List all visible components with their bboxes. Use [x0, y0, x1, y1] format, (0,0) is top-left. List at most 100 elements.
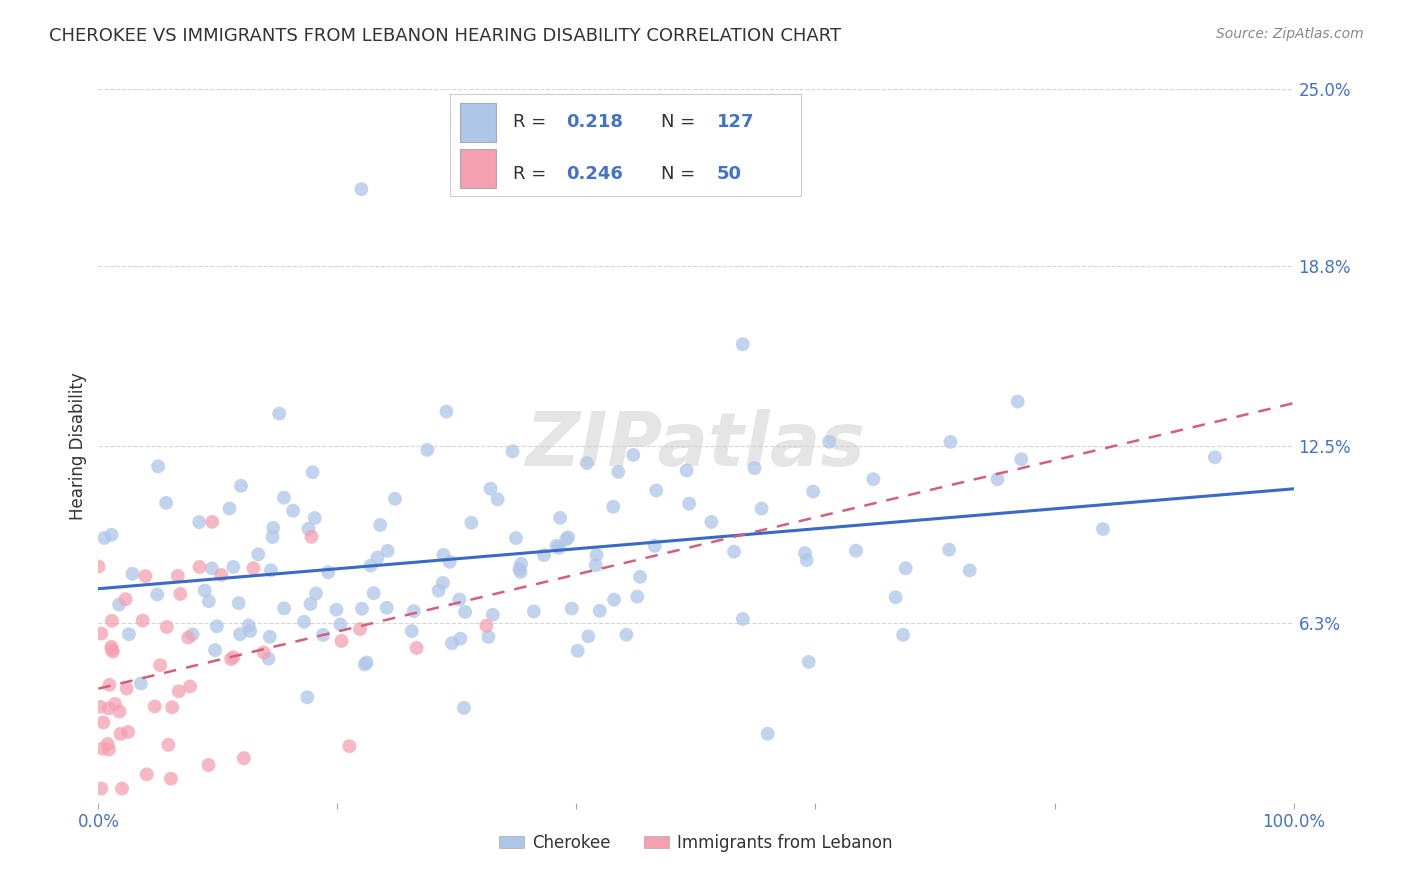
Point: [986, 472, 1008, 486]
Point: [453, 701, 475, 715]
Point: [218, 501, 240, 516]
Text: N =: N =: [661, 113, 695, 131]
Point: [602, 500, 624, 514]
Point: [305, 586, 328, 600]
Point: [134, 569, 156, 583]
Point: [621, 448, 644, 462]
Point: [454, 605, 477, 619]
Legend: Cherokee, Immigrants from Lebanon: Cherokee, Immigrants from Lebanon: [492, 828, 900, 859]
Point: [1007, 394, 1029, 409]
Point: [201, 561, 224, 575]
Point: [209, 568, 232, 582]
Point: [1010, 452, 1032, 467]
Point: [97, 701, 120, 715]
Text: Source: ZipAtlas.com: Source: ZipAtlas.com: [1216, 27, 1364, 41]
Point: [360, 558, 382, 573]
Point: [375, 600, 398, 615]
Point: [449, 592, 471, 607]
Point: [505, 531, 527, 545]
Point: [1204, 450, 1226, 465]
FancyBboxPatch shape: [461, 103, 496, 142]
Point: [143, 699, 166, 714]
Point: [108, 705, 131, 719]
Point: [794, 546, 817, 560]
Text: 127: 127: [717, 113, 755, 131]
Text: CHEROKEE VS IMMIGRANTS FROM LEBANON HEARING DISABILITY CORRELATION CHART: CHEROKEE VS IMMIGRANTS FROM LEBANON HEAR…: [49, 27, 841, 45]
Point: [89, 699, 111, 714]
Point: [301, 465, 323, 479]
Point: [169, 587, 191, 601]
Point: [363, 586, 385, 600]
Point: [281, 504, 304, 518]
Point: [402, 604, 425, 618]
Point: [576, 629, 599, 643]
Point: [939, 434, 962, 449]
Point: [100, 640, 122, 654]
Point: [160, 772, 183, 786]
Point: [1091, 522, 1114, 536]
Point: [644, 539, 666, 553]
Point: [818, 434, 841, 449]
Point: [325, 603, 347, 617]
Point: [259, 630, 281, 644]
Point: [146, 459, 169, 474]
Point: [731, 337, 754, 351]
Point: [475, 618, 498, 632]
Point: [678, 497, 700, 511]
Point: [546, 539, 568, 553]
Point: [219, 652, 242, 666]
Point: [482, 607, 505, 622]
Point: [486, 492, 509, 507]
Point: [93, 531, 115, 545]
Point: [557, 530, 579, 544]
Text: ZIPatlas: ZIPatlas: [526, 409, 866, 483]
Point: [229, 627, 252, 641]
Point: [384, 491, 406, 506]
Point: [427, 583, 450, 598]
Point: [439, 555, 461, 569]
Point: [645, 483, 668, 498]
Point: [316, 566, 339, 580]
Text: 0.218: 0.218: [567, 113, 623, 131]
Point: [101, 644, 124, 658]
Point: [845, 543, 868, 558]
Y-axis label: Hearing Disability: Hearing Disability: [69, 372, 87, 520]
Point: [197, 594, 219, 608]
Point: [330, 634, 353, 648]
Point: [201, 515, 224, 529]
Point: [523, 604, 546, 618]
Point: [304, 511, 326, 525]
Point: [129, 676, 152, 690]
Point: [222, 560, 245, 574]
Point: [449, 632, 471, 646]
Text: R =: R =: [513, 165, 547, 183]
Point: [797, 655, 820, 669]
Point: [111, 781, 134, 796]
Point: [329, 617, 352, 632]
Point: [247, 547, 270, 561]
Point: [228, 596, 250, 610]
Point: [350, 602, 373, 616]
Point: [477, 630, 499, 644]
Point: [700, 515, 723, 529]
Point: [91, 715, 114, 730]
Point: [555, 533, 578, 547]
Point: [98, 742, 121, 756]
Point: [607, 465, 630, 479]
Point: [479, 482, 502, 496]
Point: [104, 697, 127, 711]
Point: [440, 636, 463, 650]
Point: [744, 461, 766, 475]
Point: [938, 542, 960, 557]
Point: [502, 444, 524, 458]
Point: [114, 592, 136, 607]
Point: [959, 563, 981, 577]
Point: [356, 656, 378, 670]
Point: [350, 182, 373, 196]
Point: [242, 561, 264, 575]
Point: [197, 758, 219, 772]
Point: [575, 456, 598, 470]
Point: [181, 627, 204, 641]
Point: [188, 515, 211, 529]
Point: [108, 598, 131, 612]
